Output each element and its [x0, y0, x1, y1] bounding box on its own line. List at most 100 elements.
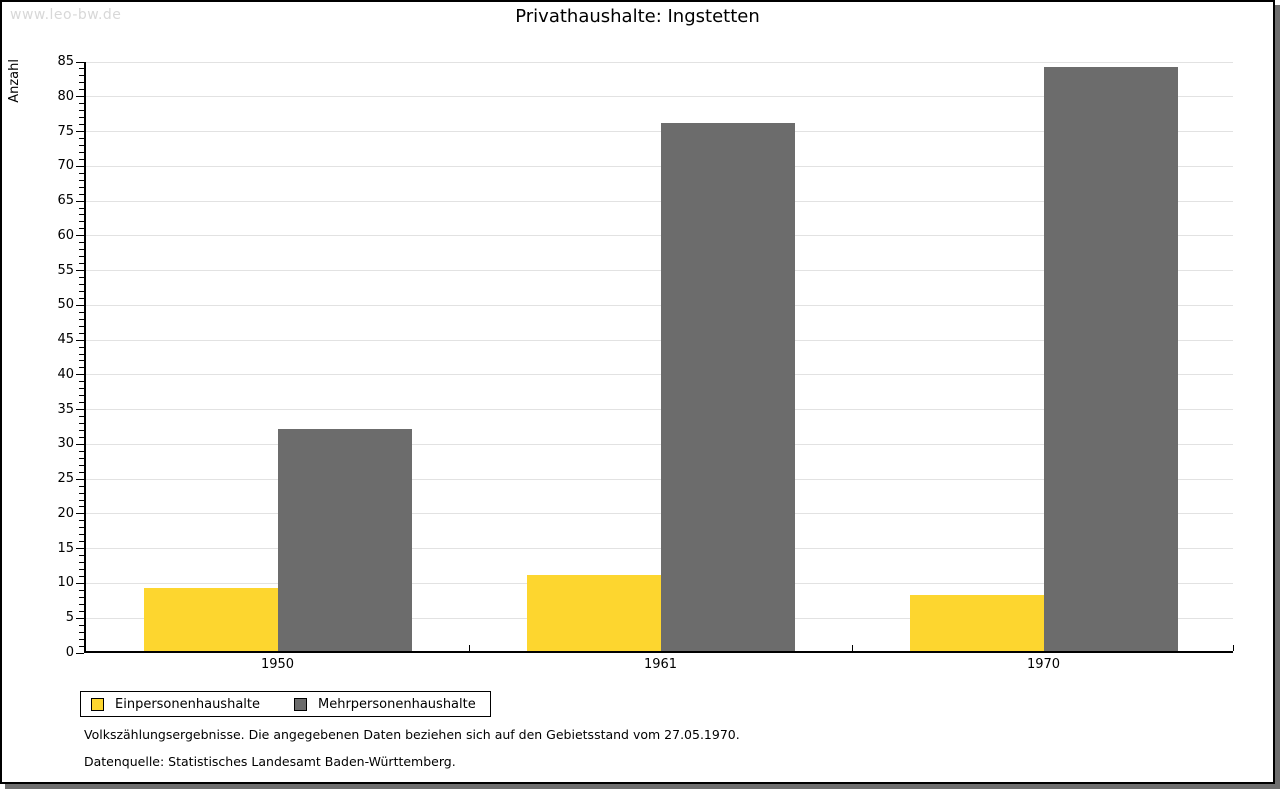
- y-minor-tick: [79, 527, 84, 529]
- gridline-y-75: [86, 131, 1233, 133]
- y-minor-tick: [79, 68, 84, 70]
- y-minor-tick: [79, 645, 84, 647]
- y-major-tick-75: [76, 131, 84, 133]
- legend-box: Einpersonenhaushalte Mehrpersonenhaushalt…: [80, 691, 491, 717]
- y-minor-tick: [79, 82, 84, 84]
- y-minor-tick: [79, 228, 84, 230]
- bar-mehrpersonenhaushalte-1950: [277, 429, 412, 651]
- bar-mehrpersonenhaushalte-1961: [660, 123, 795, 651]
- gridline-y-20: [86, 513, 1233, 515]
- y-major-tick-60: [76, 235, 84, 237]
- gridline-y-60: [86, 235, 1233, 237]
- y-tick-label-30: 30: [57, 436, 74, 452]
- y-major-tick-80: [76, 96, 84, 98]
- y-minor-tick: [79, 249, 84, 251]
- y-major-tick-5: [76, 617, 84, 619]
- y-tick-label-5: 5: [65, 610, 74, 626]
- y-minor-tick: [79, 103, 84, 105]
- y-tick-label-70: 70: [57, 158, 74, 174]
- y-minor-tick: [79, 172, 84, 174]
- y-major-tick-35: [76, 409, 84, 411]
- y-minor-tick: [79, 256, 84, 258]
- gridline-y-65: [86, 200, 1233, 202]
- y-minor-tick: [79, 457, 84, 459]
- y-minor-tick: [79, 388, 84, 390]
- y-minor-tick: [79, 117, 84, 119]
- y-tick-label-0: 0: [65, 645, 74, 660]
- chart-title: Privathaushalte: Ingstetten: [515, 6, 760, 27]
- y-minor-tick: [79, 555, 84, 557]
- y-minor-tick: [79, 207, 84, 209]
- bar-einpersonenhaushalte-1970: [909, 595, 1044, 651]
- y-minor-tick: [79, 151, 84, 153]
- y-tick-label-10: 10: [57, 575, 74, 591]
- y-minor-tick: [79, 450, 84, 452]
- gridline-y-45: [86, 339, 1233, 341]
- x-tick-label-1950: 1950: [260, 657, 295, 672]
- gridline-y-70: [86, 165, 1233, 167]
- legend-swatch-einpersonenhaushalte: [91, 697, 104, 711]
- y-minor-tick: [79, 158, 84, 160]
- y-minor-tick: [79, 318, 84, 320]
- y-minor-tick: [79, 332, 84, 334]
- y-minor-tick: [79, 423, 84, 425]
- y-minor-tick: [79, 471, 84, 473]
- y-major-tick-30: [76, 443, 84, 445]
- y-minor-tick: [79, 137, 84, 139]
- y-tick-label-65: 65: [57, 193, 74, 209]
- y-major-tick-65: [76, 200, 84, 202]
- y-major-tick-20: [76, 513, 84, 515]
- y-minor-tick: [79, 430, 84, 431]
- y-axis-title: Anzahl: [7, 59, 22, 103]
- y-tick-label-50: 50: [57, 297, 74, 313]
- y-minor-tick: [79, 534, 84, 536]
- y-tick-label-85: 85: [57, 54, 74, 69]
- y-tick-label-20: 20: [57, 505, 74, 521]
- y-minor-tick: [79, 381, 84, 383]
- y-major-tick-45: [76, 339, 84, 341]
- y-minor-tick: [79, 631, 84, 633]
- y-minor-tick: [79, 353, 84, 355]
- y-minor-tick: [79, 297, 84, 299]
- x-tick-label-1970: 1970: [1026, 657, 1061, 672]
- y-minor-tick: [79, 360, 84, 362]
- y-minor-tick: [79, 110, 84, 112]
- footnote-source-note: Volkszählungsergebnisse. Die angegebenen…: [84, 727, 740, 742]
- y-minor-tick: [79, 485, 84, 487]
- y-minor-tick: [79, 367, 84, 369]
- y-tick-label-25: 25: [57, 471, 74, 487]
- y-major-tick-50: [76, 304, 84, 306]
- y-minor-tick: [79, 596, 84, 598]
- y-minor-tick: [79, 193, 84, 195]
- y-minor-tick: [79, 416, 84, 418]
- y-minor-tick: [79, 124, 84, 126]
- y-minor-tick: [79, 589, 84, 591]
- y-minor-tick: [79, 75, 84, 77]
- y-major-tick-55: [76, 270, 84, 272]
- y-major-tick-10: [76, 582, 84, 584]
- y-major-tick-15: [76, 548, 84, 550]
- bar-einpersonenhaushalte-1961: [526, 575, 661, 651]
- bar-einpersonenhaushalte-1950: [143, 588, 278, 651]
- y-major-tick-85: [76, 61, 84, 63]
- y-tick-label-35: 35: [57, 401, 74, 417]
- y-minor-tick: [79, 242, 84, 244]
- y-major-tick-70: [76, 165, 84, 167]
- y-minor-tick: [79, 89, 84, 91]
- y-minor-tick: [79, 624, 84, 626]
- y-minor-tick: [79, 541, 84, 543]
- y-major-tick-40: [76, 374, 84, 376]
- y-minor-tick: [79, 499, 84, 501]
- y-minor-tick: [79, 395, 84, 397]
- y-minor-tick: [79, 520, 84, 522]
- y-minor-tick: [79, 603, 84, 605]
- y-minor-tick: [79, 576, 84, 578]
- gridline-y-30: [86, 443, 1233, 445]
- y-tick-label-15: 15: [57, 540, 74, 556]
- y-minor-tick: [79, 569, 84, 571]
- gridline-y-35: [86, 409, 1233, 411]
- y-minor-tick: [79, 638, 84, 640]
- y-major-tick-25: [76, 478, 84, 480]
- legend-item-mehrpersonenhaushalte: Mehrpersonenhaushalte: [294, 697, 476, 712]
- y-tick-label-40: 40: [57, 366, 74, 382]
